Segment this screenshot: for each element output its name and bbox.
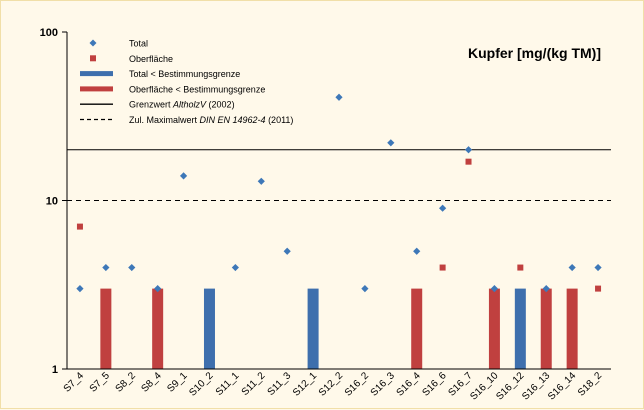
x-tick-label: S11_3 [266,370,294,398]
legend-label: Zul. Maximalwert DIN EN 14962-4 (2011) [129,115,293,125]
total-point [594,263,602,272]
legend-label: Total < Bestimmungsgrenze [129,69,240,79]
total-point [283,247,291,255]
x-tick-label: S12_1 [291,370,320,399]
total-point [102,263,110,272]
x-tick-label: S7_5 [88,370,113,395]
bar [307,288,319,369]
bar [203,288,215,369]
total-point [335,93,343,101]
legend-square-marker [90,55,96,62]
bar [514,288,526,369]
bar [488,288,500,369]
x-tick-label: S16_4 [395,370,424,399]
total-point [387,139,395,147]
legend-bar-swatch [80,71,113,77]
y-tick-label: 1 [52,364,58,376]
x-tick-label: S11_1 [214,370,242,398]
legend-label: Grenzwert AltholzV (2002) [129,100,235,110]
total-point [257,177,265,185]
total-point [76,285,84,293]
bar [152,288,164,369]
bar [411,288,423,369]
x-tick-label: S16_3 [369,370,398,399]
surface-point [517,264,524,271]
x-tick-label: S18_2 [576,370,605,399]
total-point [542,285,550,293]
legend-label: Oberfläche < Bestimmungsgrenze [129,84,265,94]
bar [566,288,578,369]
y-tick-label: 100 [40,27,58,39]
x-tick-label: S7_4 [62,370,87,395]
x-tick-label: S16_6 [421,370,450,399]
total-point [231,263,239,272]
x-tick-label: S16_14 [546,370,578,402]
total-point [154,285,162,293]
legend-diamond-marker [89,39,97,47]
total-point [568,263,576,272]
surface-point [439,264,446,271]
total-point [490,285,499,293]
total-point [439,204,447,212]
x-tick-label: S12_2 [317,370,346,399]
x-tick-label: S8_2 [114,370,139,395]
legend-bar-swatch [80,86,113,92]
surface-point [76,223,83,230]
total-point [179,172,188,180]
total-point [413,247,421,255]
x-tick-label: S10_2 [187,370,216,399]
total-point [464,146,473,154]
surface-point [465,158,472,165]
bar [100,288,112,369]
y-tick-label: 10 [46,196,58,208]
chart-title: Kupfer [mg/(kg TM)] [468,45,601,61]
surface-point [595,285,602,292]
x-tick-label: S11_2 [240,370,268,398]
total-point [361,285,369,293]
legend-label: Total [129,39,148,49]
total-point [128,263,136,272]
legend-label: Oberfläche [129,54,173,64]
x-tick-label: S16_2 [343,370,372,399]
x-tick-label: S8_4 [139,370,164,395]
bar [540,288,552,369]
